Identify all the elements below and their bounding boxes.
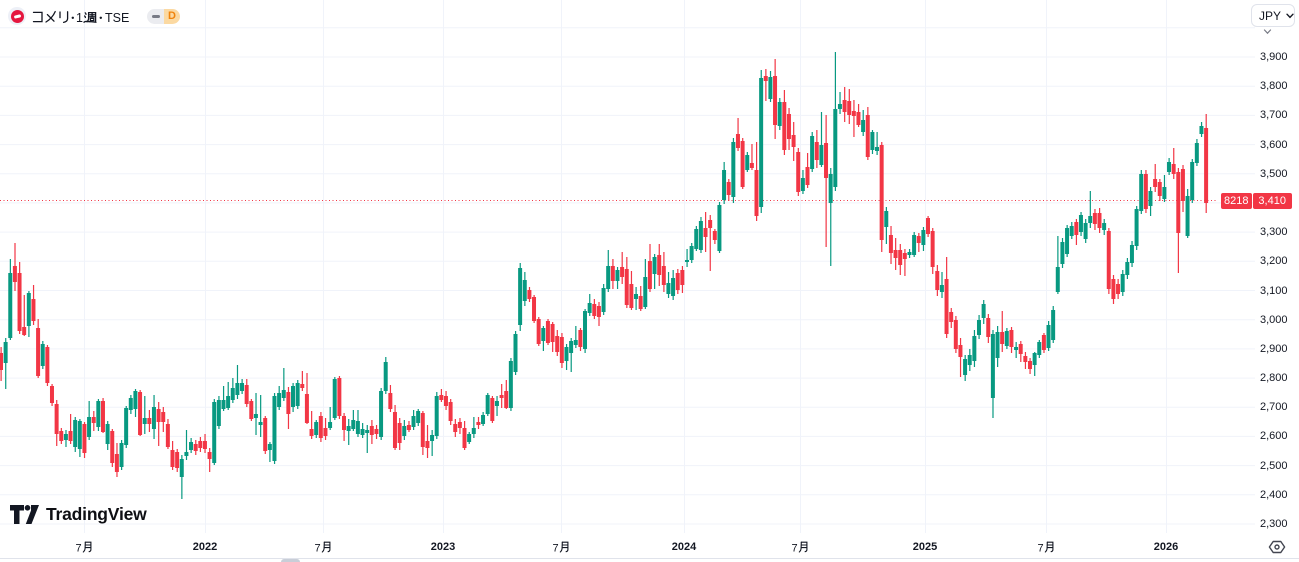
svg-text:1: 1: [76, 11, 83, 25]
svg-text:TSE: TSE: [105, 11, 129, 25]
